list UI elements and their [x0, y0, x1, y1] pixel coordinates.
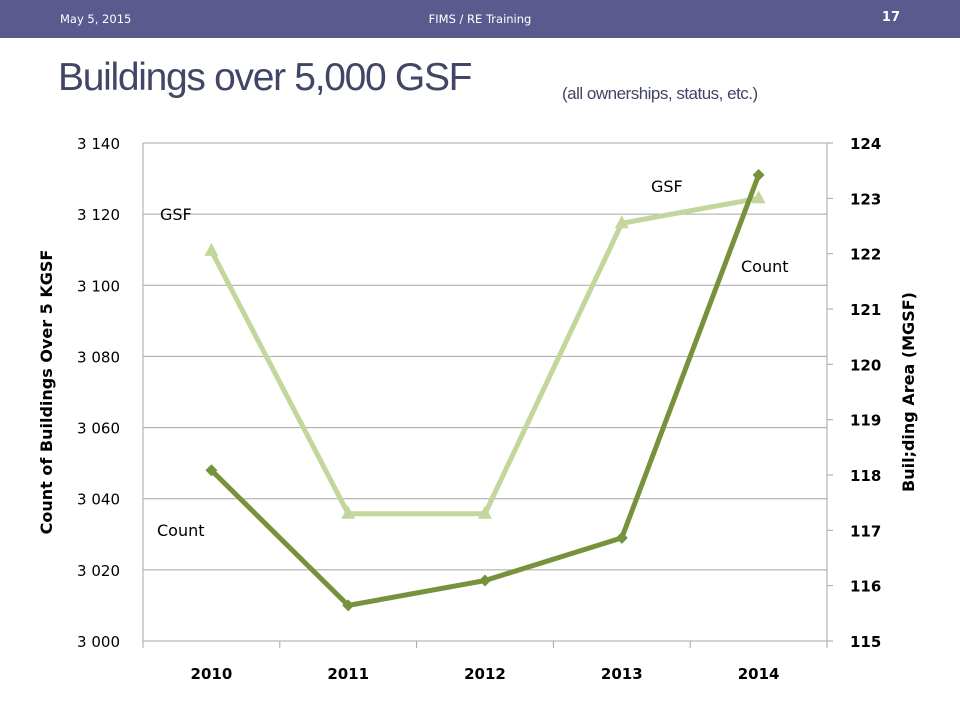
- y-right-tick-label: 124: [850, 135, 881, 153]
- y-right-tick-label: 115: [850, 633, 881, 651]
- y-right-tick-label: 119: [850, 412, 881, 430]
- data-point-gsf: [341, 505, 356, 519]
- slide-title: Buildings over 5,000 GSF: [58, 56, 473, 99]
- gridlines: [143, 142, 827, 642]
- series-layer: [204, 169, 766, 612]
- labels-layer: 3 000 3 020 3 040 3 060 3 080 3 100 3 120 3 140…: [37, 135, 918, 683]
- y-left-tick-label: 3 020: [77, 562, 120, 580]
- y-right-axis-title: Buil;ding Area (MGSF): [899, 292, 918, 492]
- y-right-tick-label: 118: [850, 467, 881, 485]
- page-number: 17: [881, 10, 900, 25]
- y-left-tick-label: 3 000: [77, 633, 120, 651]
- y-left-tick-label: 3 080: [77, 348, 120, 366]
- series-annotation: Count: [157, 521, 205, 540]
- y-left-axis-title: Count of Buildings Over 5 KGSF: [37, 250, 56, 535]
- y-left-tick-label: 3 040: [77, 491, 120, 509]
- series-line-count: [209, 174, 761, 609]
- series-annotation: GSF: [651, 177, 683, 196]
- y-left-tick-label: 3 100: [77, 277, 120, 295]
- data-point-count: [752, 169, 765, 182]
- y-right-tick-label: 122: [850, 246, 881, 264]
- y-right-tick-label: 123: [850, 190, 881, 208]
- header-center-text: FIMS / RE Training: [428, 12, 532, 26]
- header-date: May 5, 2015: [60, 12, 132, 26]
- data-point-count: [342, 599, 355, 612]
- data-point-count: [205, 464, 218, 477]
- data-point-gsf: [478, 505, 492, 519]
- x-tick-label: 2011: [327, 665, 369, 683]
- x-tick-label: 2010: [191, 665, 233, 683]
- data-point-count: [615, 531, 628, 544]
- y-left-tick-label: 3 140: [77, 135, 120, 153]
- series-annotation: GSF: [160, 205, 192, 224]
- series-annotation: Count: [741, 257, 789, 276]
- x-tick-label: 2013: [601, 665, 643, 683]
- y-right-tick-label: 121: [850, 301, 881, 319]
- data-point-gsf: [751, 190, 766, 204]
- data-point-count: [479, 574, 491, 587]
- x-tick-label: 2014: [738, 665, 780, 683]
- slide-header-bar: May 5, 2015 FIMS / RE Training 17: [0, 0, 960, 38]
- y-left-tick-label: 3 060: [77, 420, 120, 438]
- y-right-tick-label: 120: [850, 356, 881, 374]
- data-point-gsf: [614, 215, 629, 229]
- axes: [142, 142, 833, 648]
- data-point-gsf: [204, 242, 219, 256]
- x-tick-label: 2012: [464, 665, 506, 683]
- y-right-tick-label: 116: [850, 578, 881, 596]
- slide-subtitle: (all ownerships, status, etc.): [562, 84, 758, 103]
- y-left-tick-label: 3 120: [77, 206, 120, 224]
- y-right-tick-label: 117: [850, 522, 881, 540]
